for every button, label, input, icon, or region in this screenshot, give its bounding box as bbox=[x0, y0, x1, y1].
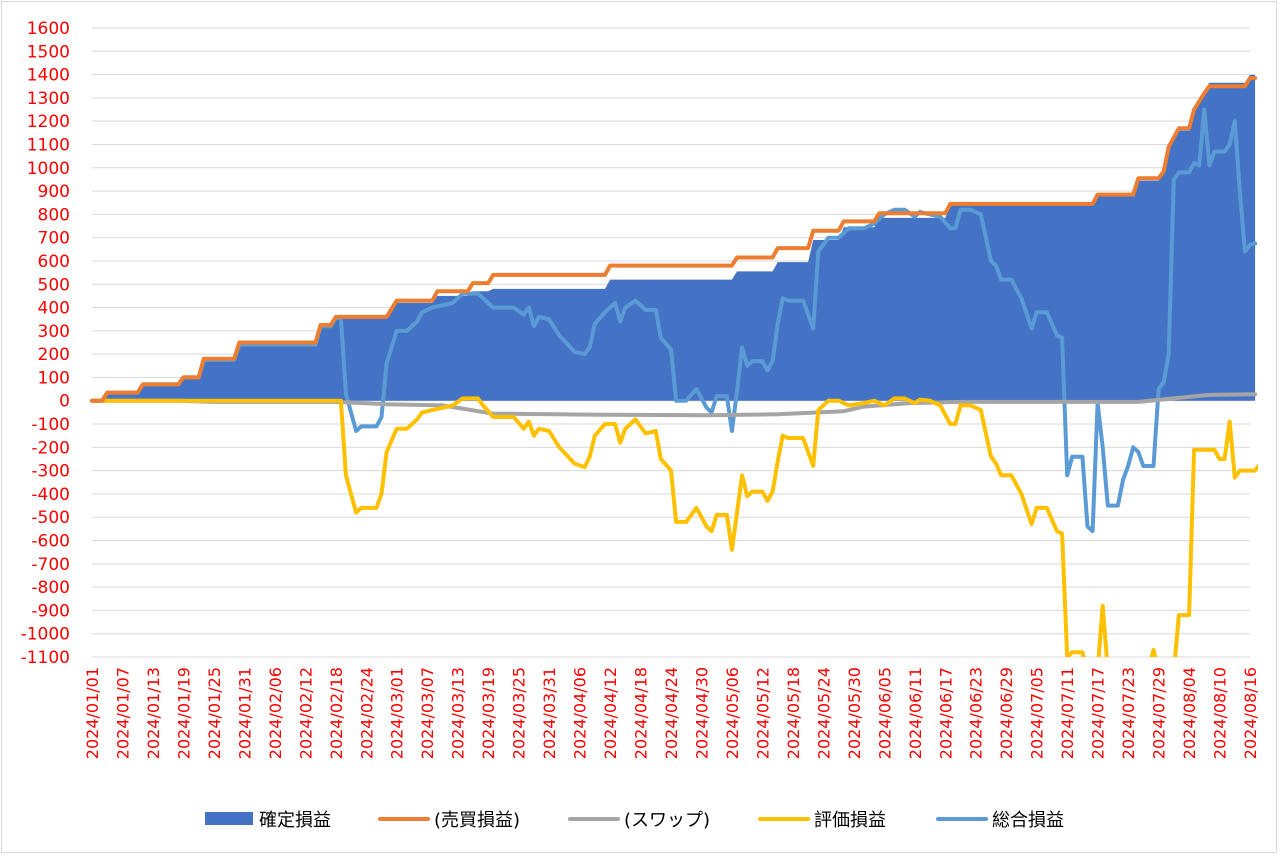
legend-item-確定損益[interactable]: 確定損益 bbox=[205, 810, 331, 831]
y-tick-label: 1000 bbox=[27, 159, 70, 179]
x-tick-label: 2024/04/18 bbox=[632, 667, 651, 759]
x-tick-label: 2024/03/01 bbox=[388, 667, 407, 759]
series-line-評価損益 bbox=[90, 396, 1258, 657]
x-tick-label: 2024/04/24 bbox=[662, 667, 681, 759]
plot-area bbox=[90, 74, 1258, 657]
y-tick-label: -500 bbox=[31, 508, 70, 528]
series-line-売買損益 bbox=[90, 76, 1258, 403]
x-tick-label: 2024/04/12 bbox=[601, 667, 620, 759]
x-tick-label: 2024/01/19 bbox=[174, 667, 193, 759]
y-tick-label: -400 bbox=[31, 485, 70, 505]
y-tick-label: -1100 bbox=[21, 648, 70, 668]
series-area-確定損益 bbox=[92, 74, 1256, 401]
y-tick-label: -300 bbox=[31, 462, 70, 482]
x-tick-label: 2024/08/04 bbox=[1180, 667, 1199, 759]
x-tick-label: 2024/04/06 bbox=[571, 667, 590, 759]
y-tick-label: 700 bbox=[38, 229, 70, 249]
y-tick-label: -800 bbox=[31, 578, 70, 598]
x-tick-label: 2024/06/05 bbox=[875, 667, 894, 759]
x-tick-label: 2024/03/31 bbox=[540, 667, 559, 759]
x-tick-label: 2024/03/13 bbox=[449, 667, 468, 759]
y-tick-label: 100 bbox=[38, 368, 70, 388]
x-tick-label: 2024/01/13 bbox=[144, 667, 163, 759]
x-tick-label: 2024/05/06 bbox=[723, 667, 742, 759]
y-tick-label: -600 bbox=[31, 532, 70, 552]
legend-item-スワップ[interactable]: (スワップ) bbox=[568, 810, 710, 831]
x-tick-label: 2024/06/11 bbox=[906, 667, 925, 759]
legend-item-売買損益[interactable]: (売買損益) bbox=[378, 810, 520, 831]
y-tick-label: 1400 bbox=[27, 66, 70, 86]
y-tick-label: 1600 bbox=[27, 19, 70, 39]
x-tick-label: 2024/05/24 bbox=[814, 667, 833, 759]
y-tick-label: 300 bbox=[38, 322, 70, 342]
legend-swatch bbox=[205, 812, 253, 825]
y-tick-label: -200 bbox=[31, 438, 70, 458]
y-tick-label: 1300 bbox=[27, 89, 70, 109]
x-tick-label: 2024/02/12 bbox=[296, 667, 315, 759]
y-tick-label: -700 bbox=[31, 555, 70, 575]
y-tick-label: 1200 bbox=[27, 112, 70, 132]
x-tick-label: 2024/03/25 bbox=[510, 667, 529, 759]
x-tick-label: 2024/07/29 bbox=[1150, 667, 1169, 759]
y-tick-label: 800 bbox=[38, 205, 70, 225]
legend-item-評価損益[interactable]: 評価損益 bbox=[758, 810, 886, 831]
legend-label: 評価損益 bbox=[814, 810, 886, 831]
series-line-総合損益 bbox=[90, 107, 1258, 534]
x-tick-label: 2024/03/07 bbox=[418, 667, 437, 759]
x-tick-label: 2024/05/18 bbox=[784, 667, 803, 759]
y-tick-label: 1500 bbox=[27, 42, 70, 62]
y-tick-label: 400 bbox=[38, 299, 70, 319]
x-axis-tick-labels: 2024/01/01 2024/01/07 2024/01/13 2024/01/19… bbox=[83, 667, 1260, 759]
x-tick-label: 2024/01/01 bbox=[83, 667, 102, 759]
legend[interactable]: 確定損益 (売買損益) (スワップ) 評価損益 総合損益 bbox=[205, 810, 1064, 831]
x-tick-label: 2024/06/29 bbox=[997, 667, 1016, 759]
x-tick-label: 2024/01/07 bbox=[113, 667, 132, 759]
y-tick-label: 200 bbox=[38, 345, 70, 365]
legend-label: (スワップ) bbox=[624, 810, 710, 831]
y-tick-label: 900 bbox=[38, 182, 70, 202]
x-tick-label: 2024/08/16 bbox=[1241, 667, 1260, 759]
x-tick-label: 2024/05/12 bbox=[753, 667, 772, 759]
y-tick-label: 1100 bbox=[27, 135, 70, 155]
y-tick-label: -100 bbox=[31, 415, 70, 435]
legend-label: 総合損益 bbox=[992, 810, 1064, 831]
x-tick-label: 2024/07/23 bbox=[1119, 667, 1138, 759]
x-tick-label: 2024/08/10 bbox=[1211, 667, 1230, 759]
legend-item-総合損益[interactable]: 総合損益 bbox=[936, 810, 1064, 831]
y-tick-label: -1000 bbox=[21, 625, 70, 645]
x-tick-label: 2024/01/25 bbox=[205, 667, 224, 759]
x-tick-label: 2024/04/30 bbox=[692, 667, 711, 759]
x-tick-label: 2024/02/06 bbox=[266, 667, 285, 759]
legend-label: (売買損益) bbox=[434, 810, 520, 831]
y-tick-label: 600 bbox=[38, 252, 70, 272]
x-tick-label: 2024/07/17 bbox=[1089, 667, 1108, 759]
y-tick-label: -900 bbox=[31, 601, 70, 621]
x-tick-label: 2024/06/23 bbox=[967, 667, 986, 759]
legend-label: 確定損益 bbox=[259, 810, 331, 831]
y-tick-label: 0 bbox=[59, 392, 70, 412]
x-tick-label: 2024/02/18 bbox=[327, 667, 346, 759]
x-tick-label: 2024/07/05 bbox=[1028, 667, 1047, 759]
x-tick-label: 2024/06/17 bbox=[936, 667, 955, 759]
x-tick-label: 2024/07/11 bbox=[1058, 667, 1077, 759]
x-tick-label: 2024/03/19 bbox=[479, 667, 498, 759]
x-tick-label: 2024/02/24 bbox=[357, 667, 376, 759]
y-tick-label: 500 bbox=[38, 275, 70, 295]
x-tick-label: 2024/05/30 bbox=[845, 667, 864, 759]
x-tick-label: 2024/01/31 bbox=[235, 667, 254, 759]
y-axis-tick-labels: 1600150014001300120011001000900800700600… bbox=[21, 19, 70, 668]
